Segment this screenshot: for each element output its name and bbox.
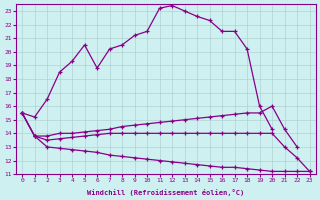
X-axis label: Windchill (Refroidissement éolien,°C): Windchill (Refroidissement éolien,°C) <box>87 189 244 196</box>
